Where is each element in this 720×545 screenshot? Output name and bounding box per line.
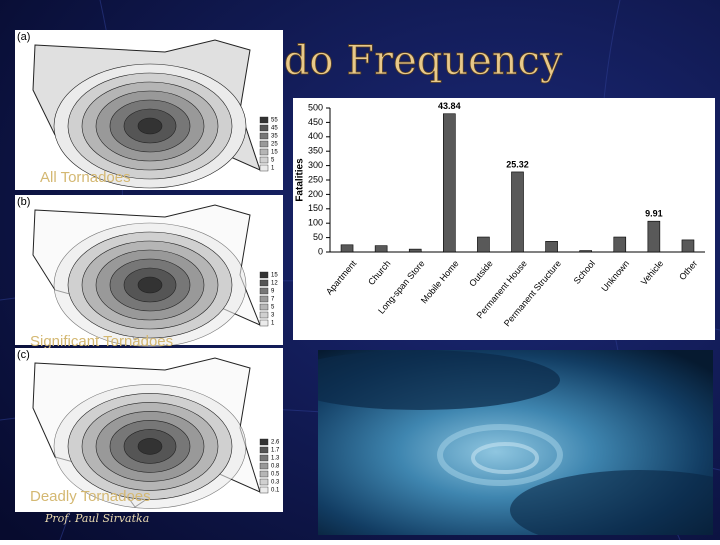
legend-label: 0.8 [271, 464, 280, 470]
legend-label: 1 [271, 166, 275, 172]
legend-label: 0.1 [271, 488, 280, 494]
y-tick-label: 50 [313, 232, 323, 242]
bar [613, 236, 627, 253]
author: Prof. Paul Sirvatka [44, 512, 149, 525]
legend-label: 5 [271, 305, 275, 311]
maps: (a) 55 45 35 25 15 5 1 All Tornadoes (b) 15 12 9 7 5 3 1… [15, 30, 283, 512]
legend-swatch [259, 311, 269, 319]
bar-annotation: 43.84 [438, 101, 461, 111]
legend-swatch [259, 287, 269, 295]
contour [137, 276, 163, 294]
legend-swatch [259, 164, 269, 172]
chart-panel [293, 98, 715, 340]
y-tick-label: 400 [308, 131, 323, 141]
legend-swatch [259, 486, 269, 494]
legend-label: 15 [271, 273, 278, 279]
map-caption: Deadly Tornadoes [30, 488, 151, 505]
bar-annotation: 9.91 [645, 209, 663, 219]
legend-label: 1.7 [271, 448, 280, 454]
y-tick-label: 500 [308, 102, 323, 112]
legend-swatch [259, 140, 269, 148]
contour [137, 117, 163, 135]
y-tick-label: 150 [308, 203, 323, 213]
legend-label: 0.5 [271, 472, 280, 478]
legend-swatch [259, 438, 269, 446]
legend-swatch [259, 478, 269, 486]
bar [545, 241, 558, 253]
legend-swatch [259, 148, 269, 156]
contour [137, 438, 163, 455]
y-tick-label: 0 [318, 246, 323, 256]
legend-swatch [259, 279, 269, 287]
y-tick-label: 350 [308, 146, 323, 156]
bar [340, 244, 354, 253]
legend-label: 45 [271, 126, 278, 132]
legend-label: 5 [271, 158, 275, 164]
legend-label: 9 [271, 289, 275, 295]
bar [477, 236, 490, 253]
legend-label: 35 [271, 134, 278, 140]
map-label: (c) [17, 349, 30, 361]
bar [647, 220, 661, 253]
bar [511, 171, 524, 253]
y-tick-label: 450 [308, 117, 323, 127]
bar [374, 245, 388, 253]
y-tick-label: 100 [308, 218, 323, 228]
bar [681, 239, 695, 253]
legend-swatch [259, 446, 269, 454]
tornado-photo [318, 350, 713, 535]
legend-label: 1.3 [271, 456, 280, 462]
legend-label: 12 [271, 281, 278, 287]
y-tick-label: 250 [308, 174, 323, 184]
map-caption: All Tornadoes [40, 169, 131, 186]
legend-swatch [259, 295, 269, 303]
y-tick-label: 300 [308, 160, 323, 170]
bar [579, 250, 592, 253]
legend-label: 55 [271, 118, 278, 124]
bar-annotation: 25.32 [506, 159, 529, 169]
legend-swatch [259, 132, 269, 140]
bar [408, 248, 422, 253]
legend-label: 2.6 [271, 440, 280, 446]
legend-label: 3 [271, 313, 275, 319]
legend-swatch [259, 271, 269, 279]
legend-swatch [259, 470, 269, 478]
legend-label: 0.3 [271, 480, 280, 486]
legend-swatch [259, 116, 269, 124]
map-label: (a) [17, 31, 30, 43]
legend-label: 25 [271, 142, 278, 148]
legend-label: 15 [271, 150, 278, 156]
map-label: (b) [17, 196, 30, 208]
legend-label: 7 [271, 297, 275, 303]
legend-swatch [259, 303, 269, 311]
legend-swatch [259, 319, 269, 327]
legend-swatch [259, 454, 269, 462]
legend-swatch [259, 124, 269, 132]
bar [443, 113, 456, 253]
legend-label: 1 [271, 321, 275, 327]
y-tick-label: 200 [308, 189, 323, 199]
legend-swatch [259, 462, 269, 470]
map-caption: Significant Tornadoes [30, 333, 173, 350]
y-axis-label: Fatalities [295, 158, 306, 202]
legend-swatch [259, 156, 269, 164]
